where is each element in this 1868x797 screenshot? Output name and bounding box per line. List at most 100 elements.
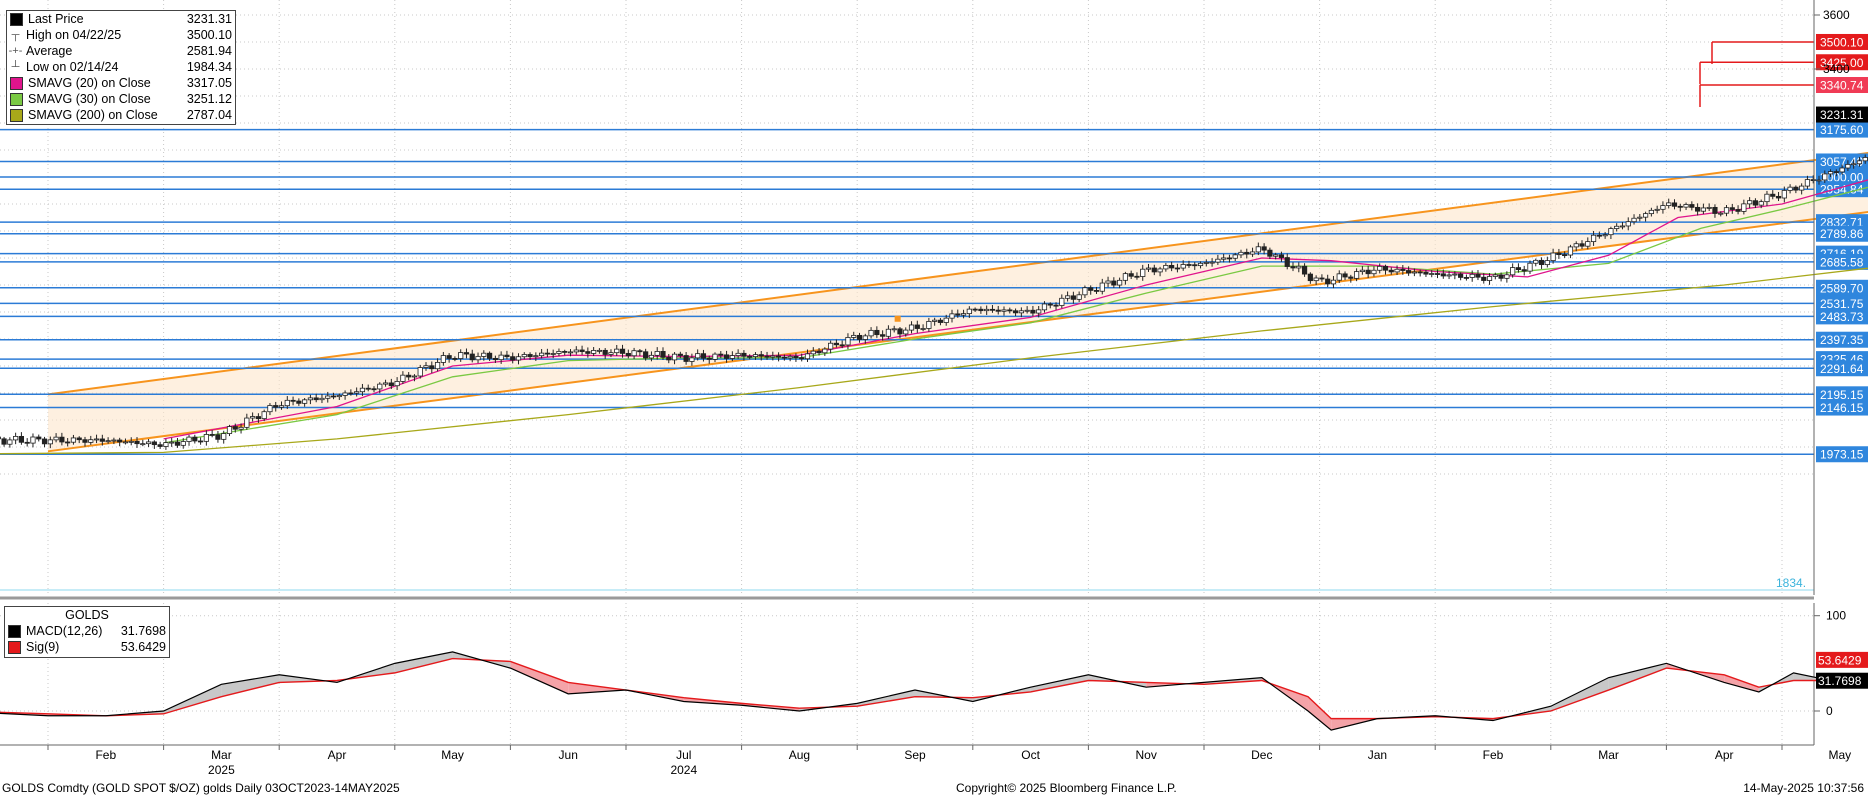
candle-body [1544, 260, 1550, 266]
candle-body [914, 324, 920, 329]
candle-body [140, 443, 146, 446]
candle-body [1747, 200, 1753, 205]
square-icon [10, 12, 23, 26]
candle-body [614, 348, 620, 354]
candle-body [1614, 225, 1620, 229]
candle-body [1827, 171, 1834, 175]
candle-body [960, 313, 967, 316]
candle-body [1712, 206, 1718, 214]
candle-body [284, 399, 290, 407]
price-level-tag [1816, 225, 1868, 242]
candle-body [1319, 277, 1325, 280]
macd-panel: 100 0 53.6429 31.7698 [0, 603, 1868, 745]
candle-body [1, 438, 7, 445]
legend-row: Sig(9) 53.6429 [8, 639, 166, 655]
candle-body [1117, 279, 1123, 286]
candle-body [273, 405, 279, 408]
candle-body [1018, 310, 1024, 314]
price-level-tag-label: 2397.35 [1820, 333, 1864, 347]
candle-body [1024, 309, 1030, 312]
candle-body [631, 350, 637, 357]
candle-body [36, 436, 42, 440]
candle-body [313, 397, 319, 401]
candle-body [7, 439, 13, 445]
macd-histogram-fill [1724, 674, 1759, 692]
candle-body [1076, 294, 1082, 300]
candle-body [1434, 273, 1441, 275]
candle-body [1671, 202, 1678, 207]
candle-body [1169, 265, 1175, 269]
price-level-tag [1816, 386, 1868, 403]
candle-body [76, 437, 82, 441]
candle-body [463, 352, 470, 355]
candle-body [874, 329, 880, 336]
candle-body [151, 441, 157, 446]
candle-body [1093, 290, 1100, 292]
macd-legend: GOLDS MACD(12,26) 31.7698 Sig(9) 53.6429 [4, 606, 170, 658]
candle-body [1562, 254, 1568, 257]
candle-body [851, 334, 857, 338]
candle-body [1475, 273, 1481, 278]
candle-body [197, 440, 204, 443]
candle-body [1417, 271, 1423, 274]
candle-body [24, 441, 30, 444]
candle-body [226, 426, 233, 434]
candle-body [625, 353, 631, 357]
candle-body [1567, 246, 1574, 256]
candle-body [446, 355, 452, 359]
signal-line [0, 657, 1868, 720]
candle-body [452, 358, 458, 360]
candle-body [117, 439, 123, 443]
time-axis-month-label: Apr [328, 748, 347, 762]
candle-body [1157, 268, 1163, 273]
price-level-tag [1816, 308, 1868, 325]
candle-body [683, 355, 689, 362]
channel-upper-line [47, 151, 1868, 396]
legend-row: ┴ Low on 02/14/24 1984.34 [10, 59, 232, 75]
time-axis-year-label: 2025 [208, 763, 235, 777]
macd-histogram-fill [163, 684, 222, 714]
candle-body [700, 353, 707, 359]
price-level-tag [1816, 399, 1868, 416]
candle-body [1388, 269, 1394, 273]
candle-body [400, 374, 406, 382]
candle-body [1273, 254, 1279, 257]
candle-body [862, 335, 868, 340]
candle-body [302, 399, 308, 404]
candle-body [1394, 268, 1400, 273]
candle-body [1689, 204, 1695, 208]
candle-body [955, 313, 961, 316]
candle-body [1203, 262, 1209, 264]
candle-body [388, 382, 394, 387]
legend-label: High on 04/22/25 [26, 28, 122, 42]
candle-body [591, 350, 597, 354]
candle-body [41, 438, 48, 445]
macd-legend-title: GOLDS [65, 608, 109, 622]
legend-row: Last Price 3231.31 [10, 11, 232, 27]
macd-histogram-fill [510, 661, 569, 694]
time-axis-month-label: Feb [95, 748, 116, 762]
candle-body [105, 440, 111, 443]
candle-body [1030, 309, 1036, 314]
candle-body [221, 433, 227, 440]
price-level-tag-label: 2483.73 [1820, 310, 1864, 324]
candle-body [660, 351, 666, 358]
candle-body [1221, 257, 1227, 260]
macd-axis-tick-label: 100 [1826, 609, 1846, 623]
candle-body [787, 355, 793, 359]
signal-last-tag-label: 53.6429 [1818, 653, 1862, 667]
candle-body [1406, 270, 1412, 274]
candle-body [1244, 251, 1250, 255]
candle-body [1741, 203, 1747, 212]
candle-body [775, 355, 782, 358]
candle-body [330, 395, 337, 398]
candle-body [111, 439, 117, 442]
price-level-tag [1816, 253, 1868, 270]
candle-body [671, 353, 678, 361]
resistance-level-tag [1816, 77, 1868, 94]
candle-body [1088, 287, 1094, 291]
candle-body [1498, 274, 1504, 279]
candle-body [1723, 207, 1730, 214]
candle-body [966, 308, 972, 315]
